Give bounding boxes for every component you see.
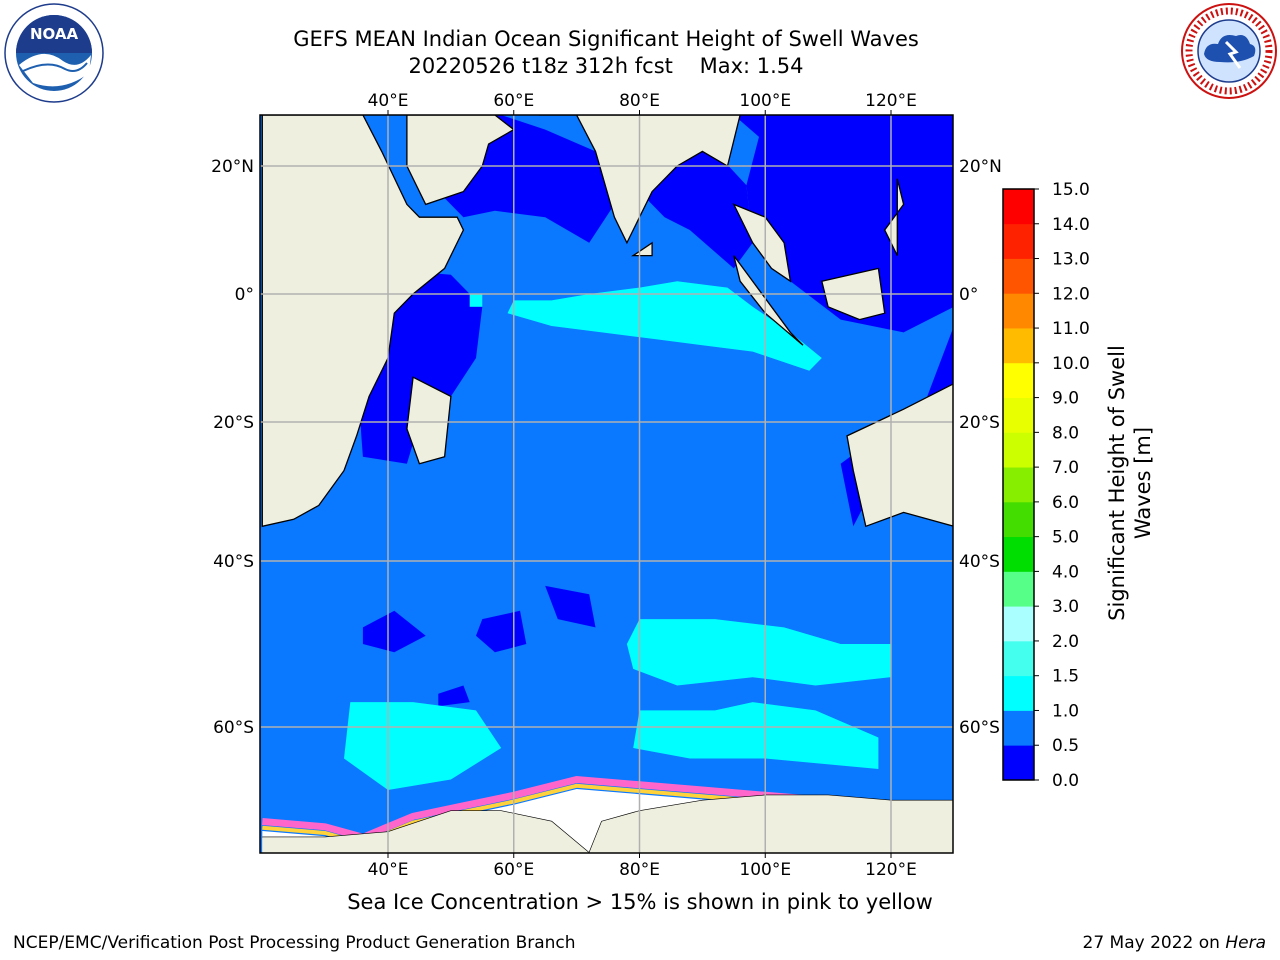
lon-label-bottom: 80°E: [619, 860, 660, 880]
colorbar-tick-label: 1.0: [1052, 701, 1079, 721]
colorbar-swatch: [1003, 675, 1034, 711]
lat-label-right: 20°S: [959, 413, 1000, 433]
colorbar-swatch: [1003, 536, 1034, 572]
colorbar-tick-label: 1.5: [1052, 667, 1079, 687]
colorbar-swatch: [1003, 328, 1034, 364]
land-mass: [631, 241, 653, 257]
svg-text:NOAA: NOAA: [30, 25, 79, 43]
mid-swell-region: [344, 702, 502, 790]
land-mass: [846, 383, 953, 528]
lon-label-top: 120°E: [865, 91, 917, 111]
footer-date: 27 May 2022 on Hera: [1083, 933, 1267, 953]
colorbar-swatch: [1003, 710, 1034, 746]
colorbar-swatch: [1003, 223, 1034, 259]
colorbar-tick-label: 6.0: [1052, 493, 1079, 513]
map-plot-area: [260, 115, 953, 853]
sea-ice-caption: Sea Ice Concentration > 15% is shown in …: [347, 890, 933, 914]
colorbar-tick-label: 13.0: [1052, 250, 1090, 270]
noaa-logo: NOAA: [4, 3, 104, 103]
map-frame: [259, 114, 954, 854]
mid-swell-region: [469, 294, 483, 307]
colorbar-tick-label: 15.0: [1052, 180, 1090, 200]
antarctica: [262, 795, 953, 853]
colorbar-swatch: [1003, 606, 1034, 642]
mid-swell-region: [633, 702, 879, 769]
colorbar-tick-label: 0.0: [1052, 771, 1079, 791]
chart-title: GEFS MEAN Indian Ocean Significant Heigh…: [293, 27, 919, 51]
land-mass: [733, 255, 804, 346]
colorbar-swatch: [1003, 293, 1034, 329]
land-mass: [261, 115, 465, 528]
colorbar-frame: [1002, 188, 1035, 781]
lon-label-bottom: 40°E: [368, 860, 409, 880]
lon-label-top: 40°E: [368, 91, 409, 111]
lat-label-right: 20°N: [959, 157, 1002, 177]
mid-swell-region: [626, 619, 891, 686]
footer-host: Hera: [1225, 933, 1266, 953]
nws-logo: [1181, 3, 1277, 99]
lon-label-top: 100°E: [739, 91, 791, 111]
colorbar-swatch: [1003, 362, 1034, 398]
lat-label-left: 20°N: [211, 157, 254, 177]
lat-label-right: 40°S: [959, 552, 1000, 572]
colorbar-tick-label: 2.0: [1052, 632, 1079, 652]
colorbar-tick-label: 12.0: [1052, 284, 1090, 304]
colorbar-swatch: [1003, 258, 1034, 294]
colorbar-swatch: [1003, 571, 1034, 607]
low-swell-region: [438, 685, 470, 707]
lat-label-right: 60°S: [959, 718, 1000, 738]
colorbar-tick-label: 0.5: [1052, 736, 1079, 756]
low-swell-region: [545, 585, 596, 628]
land-mass: [406, 376, 452, 465]
colorbar-swatch: [1003, 467, 1034, 503]
colorbar-swatch: [1003, 640, 1034, 677]
low-swell-region: [639, 151, 753, 269]
lon-label-bottom: 100°E: [739, 860, 791, 880]
lon-label-bottom: 120°E: [865, 860, 917, 880]
colorbar-tick-label: 8.0: [1052, 423, 1079, 443]
colorbar-tick-label: 9.0: [1052, 389, 1079, 409]
colorbar-swatch: [1003, 745, 1034, 781]
colorbar-tick-label: 3.0: [1052, 597, 1079, 617]
chart-subtitle: 20220526 t18z 312h fcst Max: 1.54: [408, 54, 804, 78]
footer-date-text: 27 May 2022 on: [1082, 933, 1220, 953]
colorbar-label: Significant Height of Swell Waves [m]: [1105, 345, 1155, 621]
colorbar-swatch: [1003, 189, 1034, 225]
colorbar-tick-label: 5.0: [1052, 528, 1079, 548]
lon-label-bottom: 60°E: [493, 860, 534, 880]
mid-swell-region: [507, 281, 822, 371]
colorbar-tick-label: 11.0: [1052, 319, 1090, 339]
footer-branch: NCEP/EMC/Verification Post Processing Pr…: [13, 933, 576, 953]
lat-label-left: 60°S: [213, 718, 254, 738]
low-swell-region: [362, 610, 426, 653]
lat-label-left: 40°S: [213, 552, 254, 572]
lon-label-top: 60°E: [493, 91, 534, 111]
lat-label-left: 20°S: [213, 413, 254, 433]
lon-label-top: 80°E: [619, 91, 660, 111]
land-mass: [883, 178, 905, 256]
colorbar-swatch: [1003, 397, 1034, 433]
colorbar-tick-label: 4.0: [1052, 562, 1079, 582]
colorbar-tick-label: 14.0: [1052, 215, 1090, 235]
lat-label-right: 0°: [959, 285, 978, 305]
colorbar-tick-label: 7.0: [1052, 458, 1079, 478]
colorbar-swatch: [1003, 432, 1034, 468]
lat-label-left: 0°: [235, 285, 254, 305]
colorbar-swatch: [1003, 501, 1034, 538]
colorbar-tick-label: 10.0: [1052, 354, 1090, 374]
